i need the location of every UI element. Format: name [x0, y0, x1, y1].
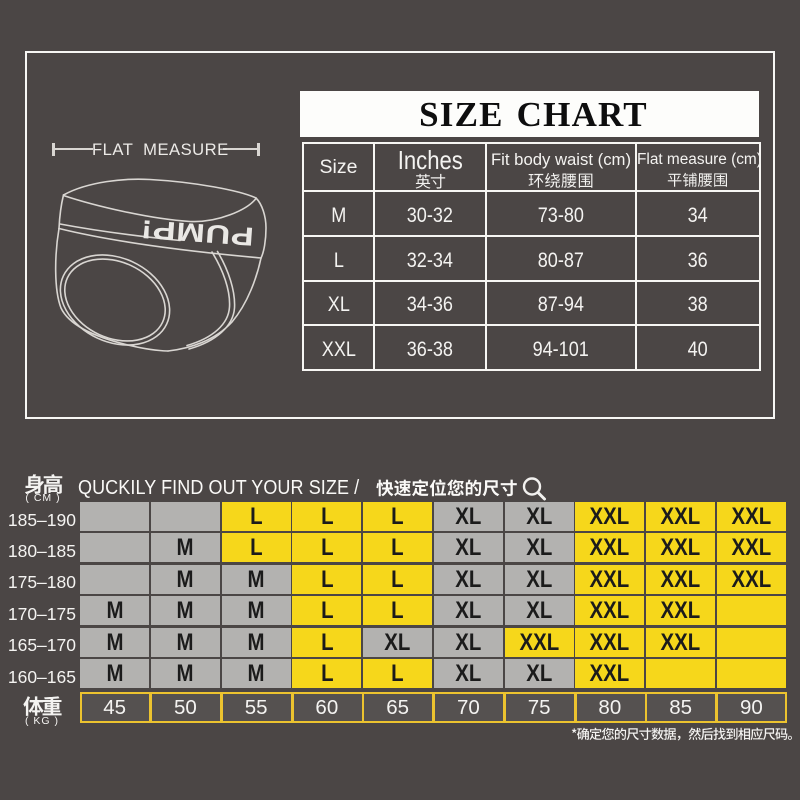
svg-text:PUMP!: PUMP! [139, 214, 255, 251]
